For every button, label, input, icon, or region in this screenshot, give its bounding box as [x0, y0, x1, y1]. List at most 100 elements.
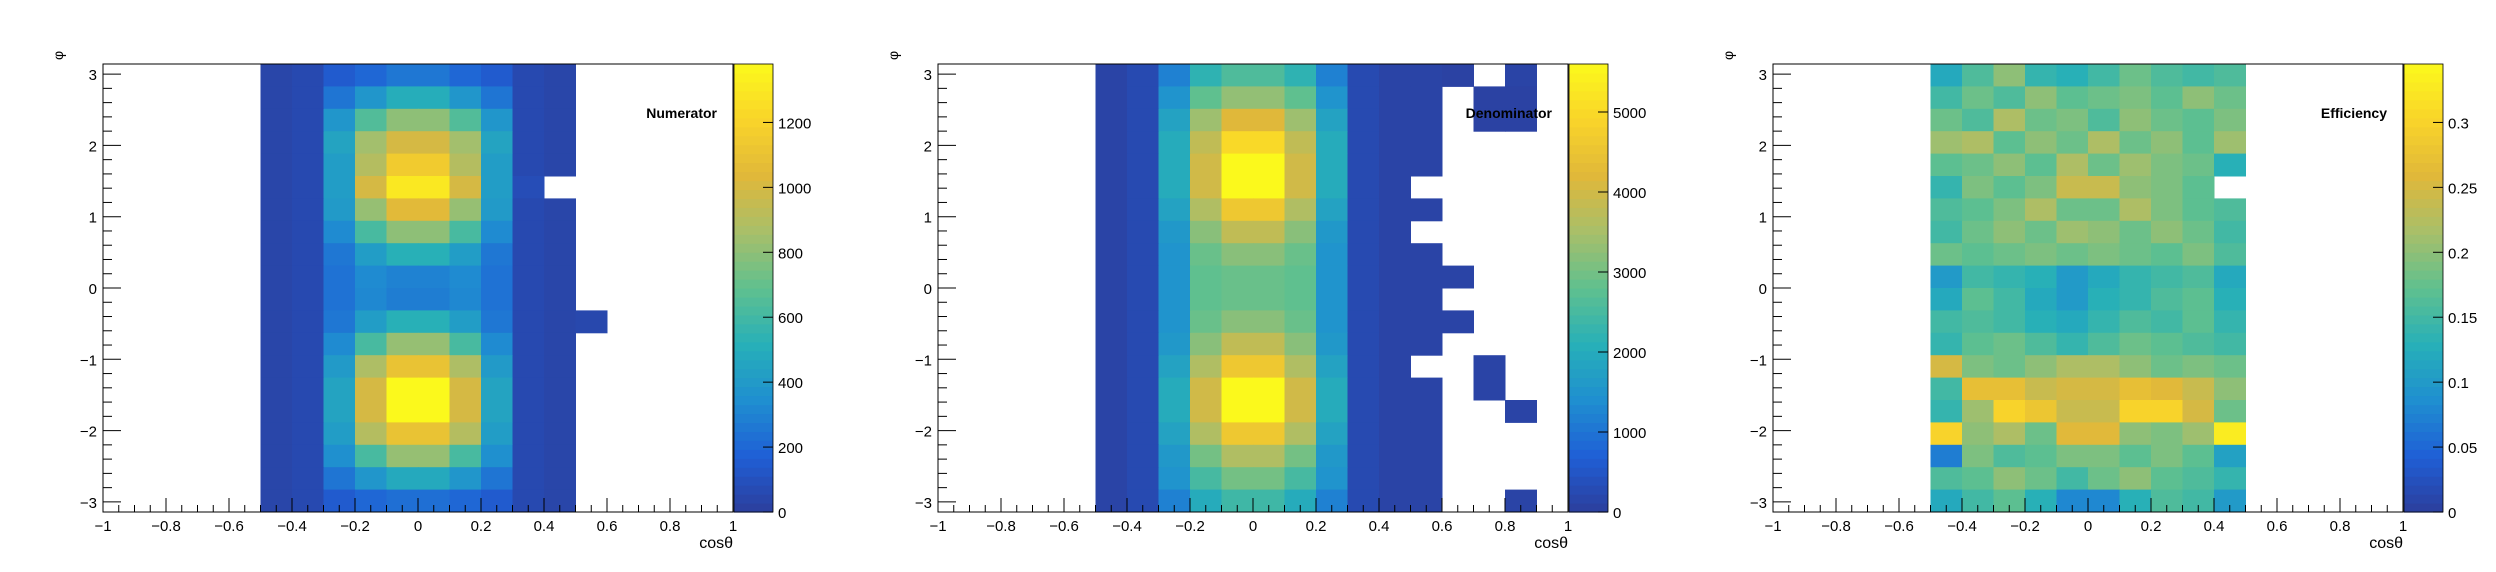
heatmap-cell [1993, 355, 2026, 379]
heatmap-cell [418, 220, 450, 244]
heatmap-cell [1347, 265, 1380, 289]
heatmap-cell [2056, 108, 2089, 132]
color-bar-tick-label: 0 [778, 505, 786, 522]
heatmap-cell [2119, 176, 2152, 199]
heatmap-cell [2025, 355, 2057, 379]
heatmap-cell [1284, 108, 1317, 132]
color-bar-tick-label: 0.15 [2448, 310, 2477, 327]
heatmap-cell [2151, 288, 2183, 311]
heatmap-cell [2056, 467, 2089, 491]
heatmap-cell [323, 467, 356, 491]
heatmap-cell [1127, 176, 1159, 199]
heatmap-cell [1316, 64, 1348, 87]
color-bar-swatch [2404, 180, 2443, 191]
y-tick-label: 2 [89, 138, 97, 155]
heatmap-cell [1930, 332, 1963, 356]
heatmap-cell [2182, 422, 2215, 446]
heatmap-cell [1930, 131, 1963, 155]
heatmap-cell [323, 355, 356, 379]
heatmap-cells [1095, 64, 1537, 513]
heatmap-cell [1190, 332, 1222, 356]
heatmap-cell [1190, 288, 1222, 311]
heatmap-cell [2056, 198, 2089, 222]
heatmap-cell [323, 265, 356, 289]
heatmap-cell [449, 288, 482, 311]
heatmap-cell [512, 444, 545, 468]
heatmap-cell [2182, 131, 2215, 155]
color-bar-swatch [1569, 359, 1608, 370]
heatmap-cell [355, 288, 387, 311]
heatmap-cell [2182, 355, 2215, 379]
heatmap-cell [1993, 288, 2026, 311]
heatmap-cell [1930, 355, 1963, 379]
color-bar-swatch [2404, 395, 2443, 406]
color-bar-swatch [1569, 90, 1608, 101]
heatmap-cell [323, 86, 356, 110]
heatmap-cell [1127, 489, 1159, 513]
x-tick-label: −1 [94, 518, 111, 535]
x-tick-label: 0 [1249, 518, 1257, 535]
heatmap-cell [481, 243, 513, 267]
heatmap-cell [386, 377, 419, 401]
heatmap-cell [1095, 64, 1128, 87]
heatmap-cell [544, 400, 576, 423]
heatmap-cell [2182, 108, 2215, 132]
heatmap-cell [2056, 265, 2089, 289]
heatmap-cell [1347, 153, 1380, 177]
heatmap-cell [2088, 153, 2120, 177]
color-bar-swatch [1569, 431, 1608, 441]
heatmap-cell [2088, 131, 2120, 155]
color-bar-swatch [734, 296, 773, 307]
heatmap-cell [1962, 64, 1994, 87]
heatmap-cell [449, 198, 482, 222]
heatmap-cell [2119, 310, 2152, 334]
heatmap-cell [1158, 400, 1191, 423]
heatmap-cell [1127, 310, 1159, 334]
heatmap-cell [292, 243, 324, 267]
color-bar-tick-label: 0.3 [2448, 115, 2469, 132]
heatmap-cell [2214, 288, 2246, 311]
heatmap-cell [2119, 400, 2152, 423]
heatmap-cell [355, 265, 387, 289]
color-bar-swatch [2404, 503, 2443, 513]
heatmap-cell [2151, 467, 2183, 491]
heatmap-cell [1221, 108, 1254, 132]
x-axis-label: cosθ [2369, 535, 2403, 552]
heatmap-cell [323, 332, 356, 356]
heatmap-cell [292, 444, 324, 468]
x-tick-label: 0.6 [597, 518, 618, 535]
color-bar-swatch [734, 404, 773, 415]
heatmap-cell [1221, 355, 1254, 379]
y-tick-label: −1 [915, 352, 932, 369]
y-tick-label: −2 [80, 424, 97, 441]
heatmap-cell [1095, 108, 1128, 132]
x-tick-label: 1 [1564, 518, 1572, 535]
heatmap-cell [2151, 310, 2183, 334]
color-bar-swatch [734, 305, 773, 316]
heatmap-cell [1993, 265, 2026, 289]
color-bar-swatch [1569, 305, 1608, 316]
heatmap-cell [1253, 444, 1285, 468]
heatmap-cell [2056, 86, 2089, 110]
heatmap-cell [1284, 467, 1317, 491]
heatmap-cell [2025, 377, 2057, 401]
heatmap-cell [292, 64, 324, 87]
heatmap-cell [1930, 400, 1963, 423]
heatmap-cell [418, 444, 450, 468]
color-bar-swatch [2404, 288, 2443, 298]
color-bar-swatch [734, 64, 773, 74]
heatmap-cell [260, 265, 293, 289]
heatmap-cell [544, 355, 576, 379]
heatmap-cell [2151, 377, 2183, 401]
x-tick-label: −0.6 [1884, 518, 1914, 535]
heatmap-cell [1158, 265, 1191, 289]
heatmap-cell [355, 422, 387, 446]
heatmap-cell [544, 198, 576, 222]
x-tick-label: 0.8 [1495, 518, 1516, 535]
heatmap-cell [2119, 220, 2152, 244]
heatmap-cell [1253, 265, 1285, 289]
heatmap-cell [1158, 355, 1191, 379]
heatmap-cell [1379, 377, 1411, 401]
heatmap-cell [2214, 198, 2246, 222]
heatmap-cell [2182, 377, 2215, 401]
